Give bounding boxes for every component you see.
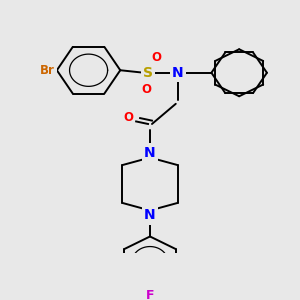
Text: N: N <box>144 208 156 223</box>
Text: Br: Br <box>40 64 55 77</box>
Text: F: F <box>146 289 154 300</box>
Text: N: N <box>172 66 184 80</box>
Text: N: N <box>144 146 156 160</box>
Text: O: O <box>123 111 133 124</box>
Text: O: O <box>141 83 151 96</box>
Text: O: O <box>151 51 161 64</box>
Text: S: S <box>143 66 153 80</box>
